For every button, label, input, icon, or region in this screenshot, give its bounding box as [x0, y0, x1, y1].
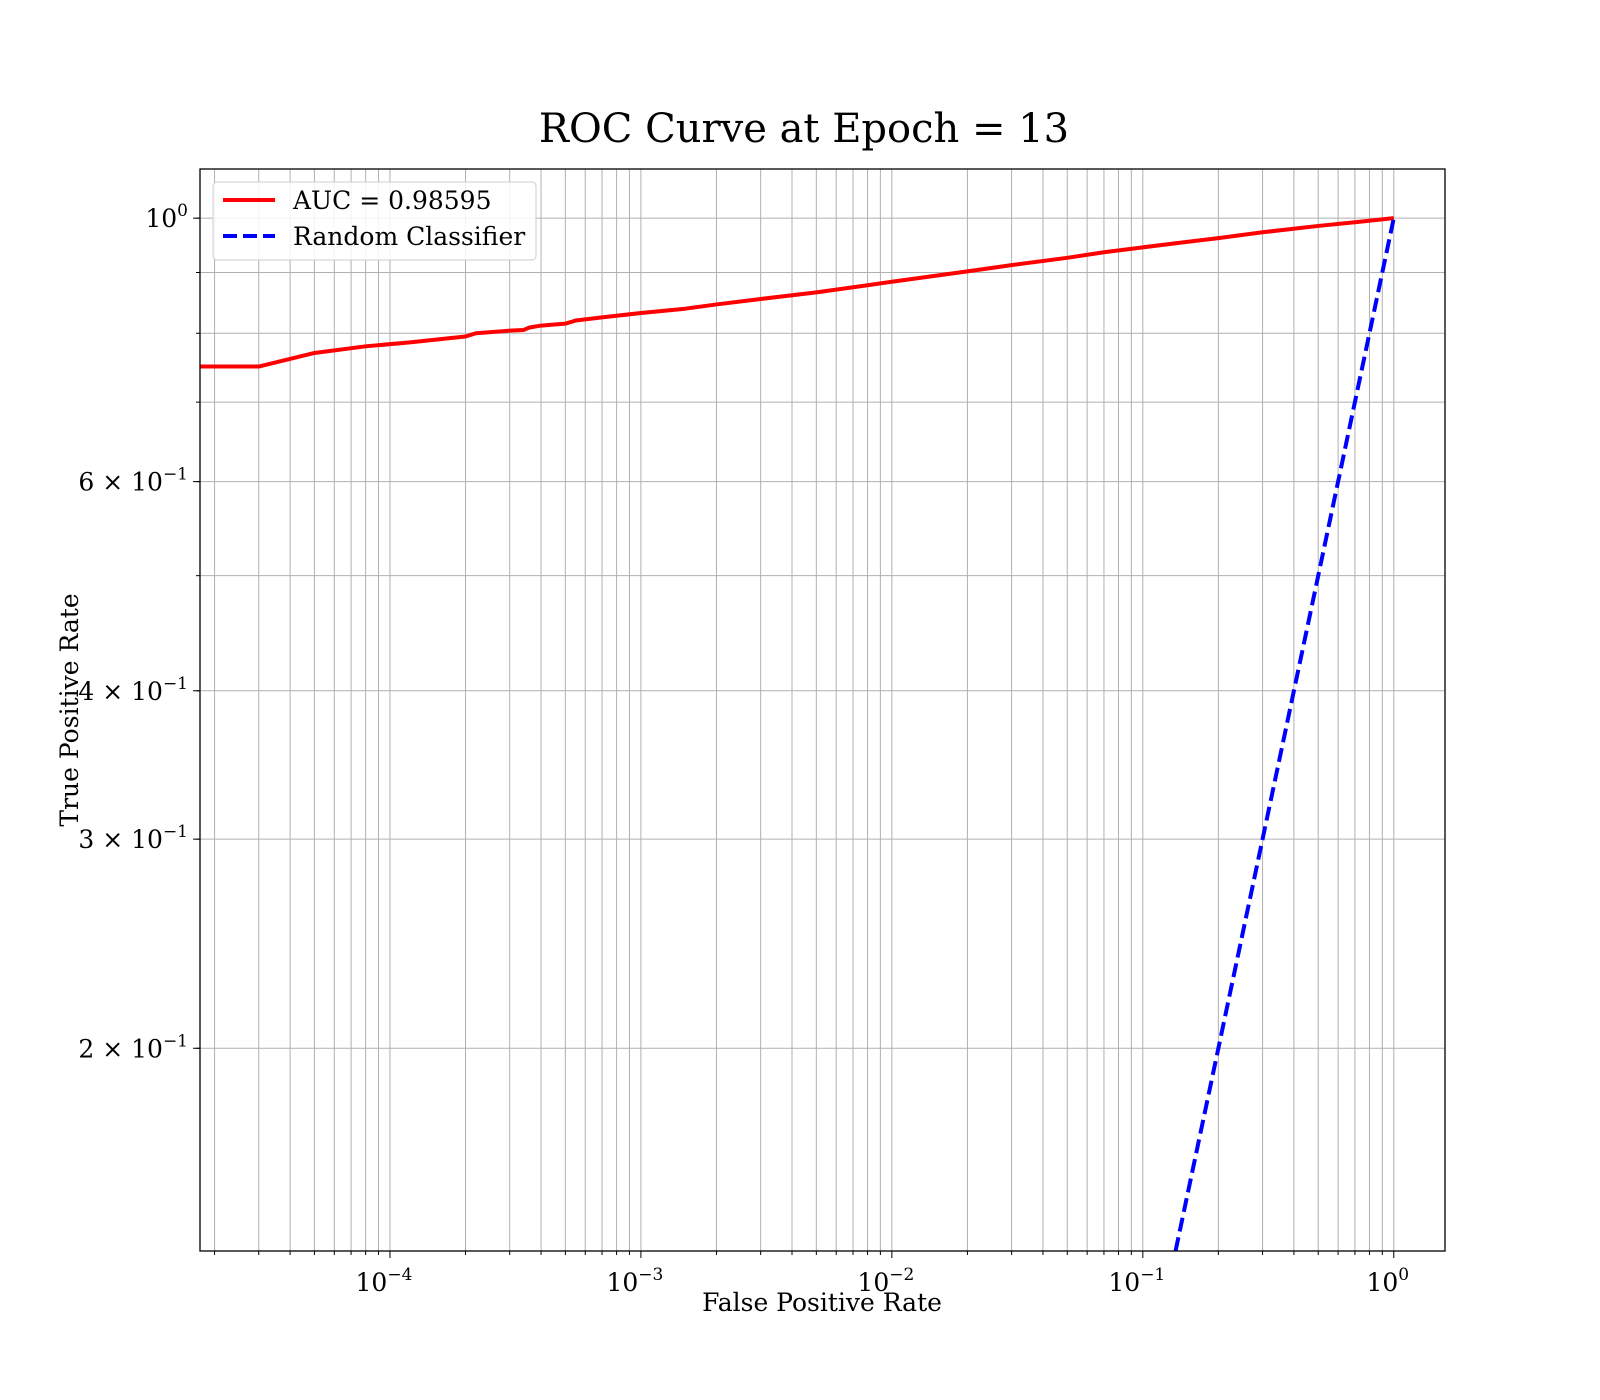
x-axis-ticks: 10−4 10−3 10−2 10−1 100	[214, 1251, 1409, 1297]
y-axis-ticks: 100 6 × 10−1 4 × 10−1 3 × 10−1 2 × 10−1	[78, 201, 200, 1063]
chart-title: ROC Curve at Epoch = 13	[539, 106, 1069, 152]
y-tick-label: 2 × 10−1	[78, 1031, 188, 1063]
plot-area	[200, 216, 1396, 1251]
y-tick-label: 6 × 10−1	[78, 465, 188, 497]
roc-curve-line	[200, 216, 1394, 369]
x-tick-label: 10−2	[857, 1265, 914, 1297]
y-axis-label: True Positive Rate	[55, 593, 84, 826]
y-tick-label: 3 × 10−1	[78, 822, 188, 854]
y-tick-label: 100	[145, 201, 188, 233]
legend: AUC = 0.98595 Random Classifier	[212, 181, 537, 261]
x-tick-label: 100	[1366, 1265, 1409, 1297]
random-classifier-line	[1173, 217, 1396, 1251]
plot-frame	[199, 168, 1446, 1252]
x-tick-label: 10−1	[1108, 1265, 1165, 1297]
y-tick-label: 4 × 10−1	[78, 674, 188, 706]
legend-label-auc: AUC = 0.98595	[292, 186, 491, 215]
legend-box	[212, 181, 537, 261]
x-axis-label: False Positive Rate	[702, 1288, 942, 1317]
grid	[200, 169, 1445, 1251]
x-tick-label: 10−3	[606, 1265, 663, 1297]
legend-label-random: Random Classifier	[293, 222, 525, 251]
x-tick-label: 10−4	[356, 1265, 413, 1297]
